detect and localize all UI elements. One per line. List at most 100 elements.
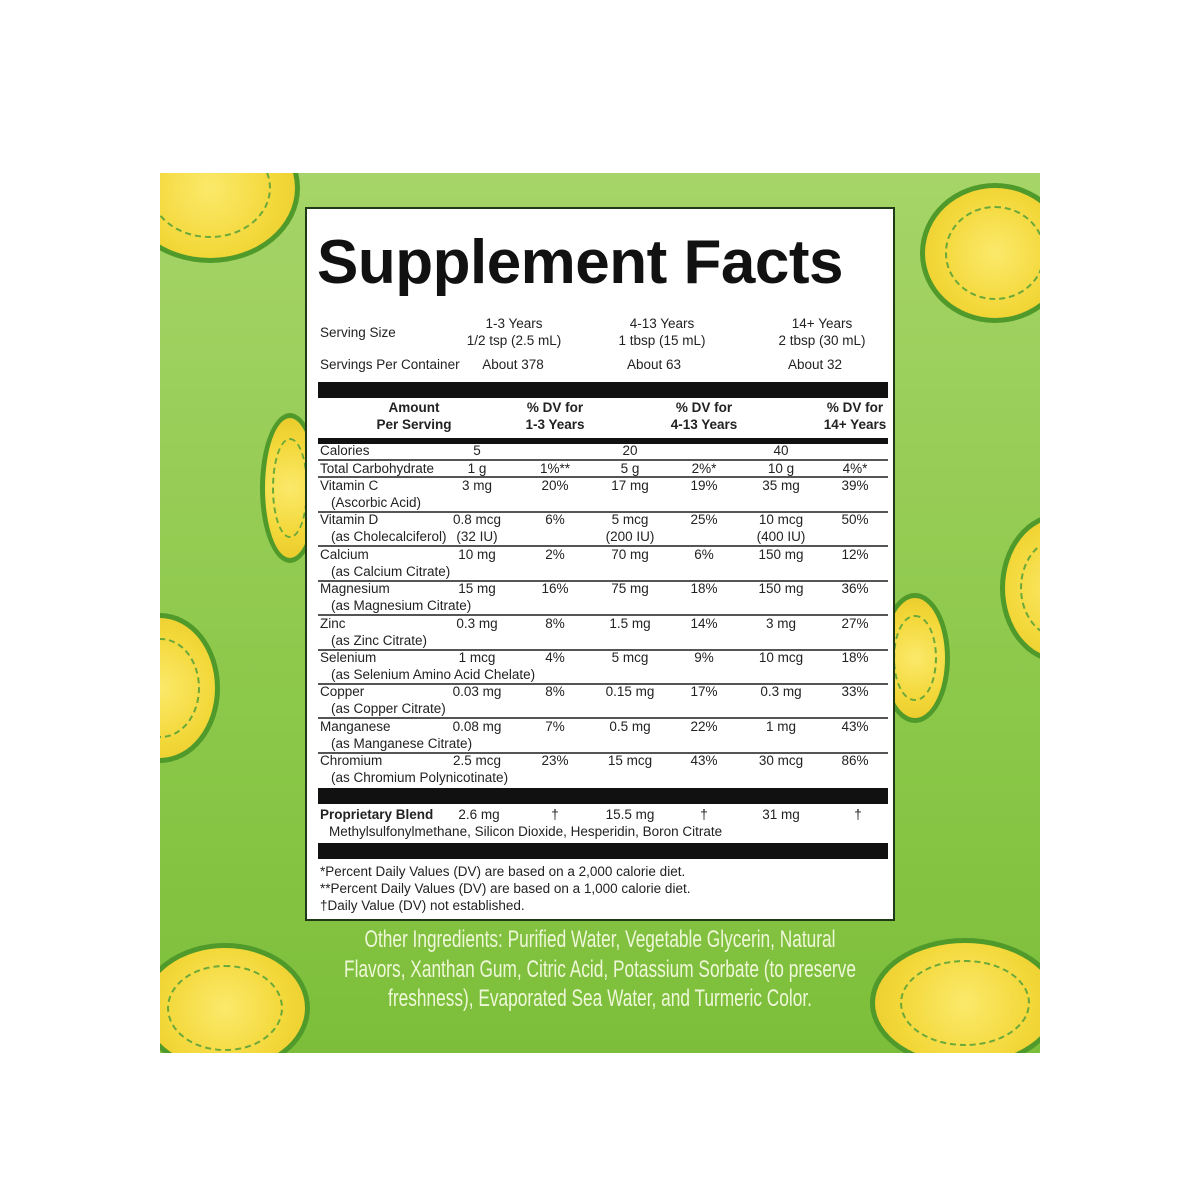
serving-age-group: 1-3 Years bbox=[485, 316, 543, 331]
percent-dv: 6% bbox=[545, 512, 565, 528]
lemon-illustration bbox=[1000, 513, 1040, 663]
serving-age-group: 4-13 Years bbox=[629, 316, 695, 331]
row-divider bbox=[318, 476, 888, 478]
amount-value: 1 mcg bbox=[458, 650, 496, 665]
calories-label: Calories bbox=[320, 443, 370, 458]
other-ingredients-line: Other Ingredients: Purified Water, Veget… bbox=[364, 926, 836, 953]
serving-age-group: 14+ Years bbox=[791, 316, 853, 331]
nutrient-name: Chromium bbox=[320, 753, 383, 769]
amount-value: 3 mg bbox=[765, 615, 797, 631]
nutrient-source: (as Calcium Citrate) bbox=[331, 563, 451, 579]
dv-header: 4-13 Years bbox=[670, 417, 738, 432]
amount-value: 0.3 mg bbox=[760, 684, 802, 700]
amount-secondary: (200 IU) bbox=[605, 529, 655, 545]
percent-dv: 6% bbox=[694, 546, 714, 562]
amount-value: 0.08 mg bbox=[452, 718, 502, 734]
amount-value: 1.5 mg bbox=[609, 615, 651, 631]
row-divider bbox=[318, 545, 888, 548]
nutrient-name: Total Carbohydrate bbox=[320, 461, 435, 476]
amount-value: 1 g bbox=[467, 461, 487, 476]
percent-dv: 9% bbox=[694, 650, 714, 665]
amount-secondary: (400 IU) bbox=[756, 529, 806, 545]
nutrient-source: (as Selenium Amino Acid Chelate) bbox=[331, 667, 536, 682]
amount-value: 150 mg bbox=[758, 546, 804, 562]
amount-value: 70 mg bbox=[611, 546, 649, 562]
dv-header: 1-3 Years bbox=[525, 417, 585, 432]
nutrient-name: Copper bbox=[320, 684, 365, 700]
nutrient-source: (as Manganese Citrate) bbox=[331, 735, 473, 751]
percent-dv: 22% bbox=[690, 718, 718, 734]
nutrient-source: (Ascorbic Acid) bbox=[331, 495, 422, 510]
serving-size-value: 1 tbsp (15 mL) bbox=[618, 333, 706, 348]
nutrient-name: Magnesium bbox=[320, 581, 390, 597]
serving-size-value: 1/2 tsp (2.5 mL) bbox=[466, 333, 562, 348]
dv-header: % DV for bbox=[675, 400, 733, 415]
percent-dv: 2%* bbox=[691, 461, 717, 476]
row-divider bbox=[318, 459, 888, 461]
amount-value: 15 mcg bbox=[607, 753, 653, 769]
footnote: †Daily Value (DV) not established. bbox=[320, 898, 525, 913]
amount-value: 3 mg bbox=[461, 478, 493, 493]
amount-value: 150 mg bbox=[758, 581, 804, 597]
dv-header: 14+ Years bbox=[823, 417, 887, 432]
footnote: *Percent Daily Values (DV) are based on … bbox=[320, 864, 686, 879]
percent-dv: 43% bbox=[690, 753, 718, 769]
nutrient-name: Vitamin D bbox=[320, 512, 379, 528]
amount-value: 15.5 mg bbox=[605, 807, 655, 822]
percent-dv: 86% bbox=[841, 753, 869, 769]
amount-header: Per Serving bbox=[376, 417, 452, 432]
percent-dv: 16% bbox=[541, 581, 569, 597]
percent-dv: 4% bbox=[545, 650, 565, 665]
amount-value: 5 mcg bbox=[611, 650, 649, 665]
percent-dv: 17% bbox=[690, 684, 718, 700]
nutrient-source: (as Zinc Citrate) bbox=[331, 632, 428, 648]
lemon-illustration bbox=[920, 183, 1040, 323]
row-divider bbox=[318, 683, 888, 685]
percent-dv: 4%* bbox=[842, 461, 868, 476]
percent-dv: 7% bbox=[545, 718, 565, 734]
servings-per-container-value: About 63 bbox=[626, 357, 682, 372]
percent-dv: 1%** bbox=[539, 461, 571, 476]
amount-header: Amount bbox=[388, 400, 440, 415]
nutrient-name: Calcium bbox=[320, 546, 369, 562]
amount-value: 10 g bbox=[767, 461, 795, 476]
other-ingredients: Other Ingredients: Purified Water, Veget… bbox=[160, 925, 1040, 1014]
lemon-illustration bbox=[160, 613, 220, 763]
percent-dv: 18% bbox=[690, 581, 718, 597]
amount-value: 2.5 mcg bbox=[452, 753, 502, 769]
amount-value: 5 mcg bbox=[611, 512, 649, 528]
thick-divider bbox=[318, 382, 888, 398]
percent-dv: 23% bbox=[541, 753, 569, 769]
row-divider bbox=[318, 614, 888, 617]
calories-value: 20 bbox=[622, 443, 638, 458]
nutrient-source: (as Cholecalciferol) bbox=[331, 529, 447, 545]
amount-value: 10 mcg bbox=[758, 650, 804, 665]
servings-per-container-value: About 32 bbox=[787, 357, 843, 372]
amount-value: 30 mcg bbox=[758, 753, 804, 769]
amount-value: 35 mg bbox=[762, 478, 800, 493]
percent-dv: 33% bbox=[841, 684, 869, 700]
percent-dv: 25% bbox=[690, 512, 718, 528]
amount-value: 2.6 mg bbox=[458, 807, 500, 822]
percent-dv: 18% bbox=[841, 650, 869, 665]
percent-dv: 20% bbox=[541, 478, 569, 493]
lemon-illustration bbox=[870, 938, 1040, 1053]
calories-value: 40 bbox=[773, 443, 789, 458]
nutrient-name: Vitamin C bbox=[320, 478, 379, 493]
amount-value: 0.5 mg bbox=[609, 718, 651, 734]
nutrient-source: (as Copper Citrate) bbox=[331, 701, 446, 717]
lemon-illustration bbox=[160, 943, 310, 1053]
row-divider bbox=[318, 579, 888, 582]
lemon-illustration bbox=[160, 173, 300, 263]
amount-value: 75 mg bbox=[611, 581, 649, 597]
amount-value: 5 g bbox=[620, 461, 640, 476]
nutrient-name: Selenium bbox=[320, 650, 377, 665]
proprietary-blend-label: Proprietary Blend bbox=[320, 807, 434, 822]
amount-value: 0.03 mg bbox=[452, 684, 502, 700]
thick-divider bbox=[318, 843, 888, 859]
servings-per-container-value: About 378 bbox=[482, 357, 544, 372]
nutrient-name: Zinc bbox=[320, 615, 346, 631]
percent-dv: † bbox=[700, 807, 708, 822]
percent-dv: 39% bbox=[841, 478, 869, 493]
other-ingredients-line: Flavors, Xanthan Gum, Citric Acid, Potas… bbox=[344, 955, 856, 983]
